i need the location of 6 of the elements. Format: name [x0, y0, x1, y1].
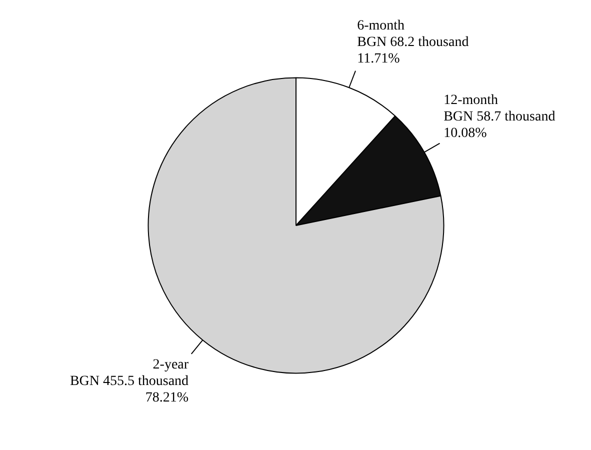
slice-label: 6-month BGN 68.2 thousand	[357, 18, 469, 50]
slice-label: 2-year BGN 455.5 thousand	[70, 357, 189, 389]
data-label: 10.08%	[444, 126, 488, 142]
slice-label: 12-month BGN 58.7 thousand	[444, 93, 556, 125]
data-label: 78.21%	[145, 390, 189, 406]
data-label: 11.71%	[357, 52, 400, 67]
